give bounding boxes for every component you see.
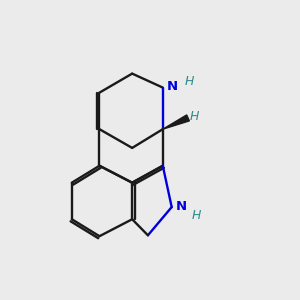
Text: H: H (184, 75, 194, 88)
Text: H: H (189, 110, 199, 123)
Text: N: N (176, 200, 187, 213)
Text: N: N (167, 80, 178, 93)
Text: H: H (192, 209, 201, 222)
Polygon shape (163, 115, 189, 129)
